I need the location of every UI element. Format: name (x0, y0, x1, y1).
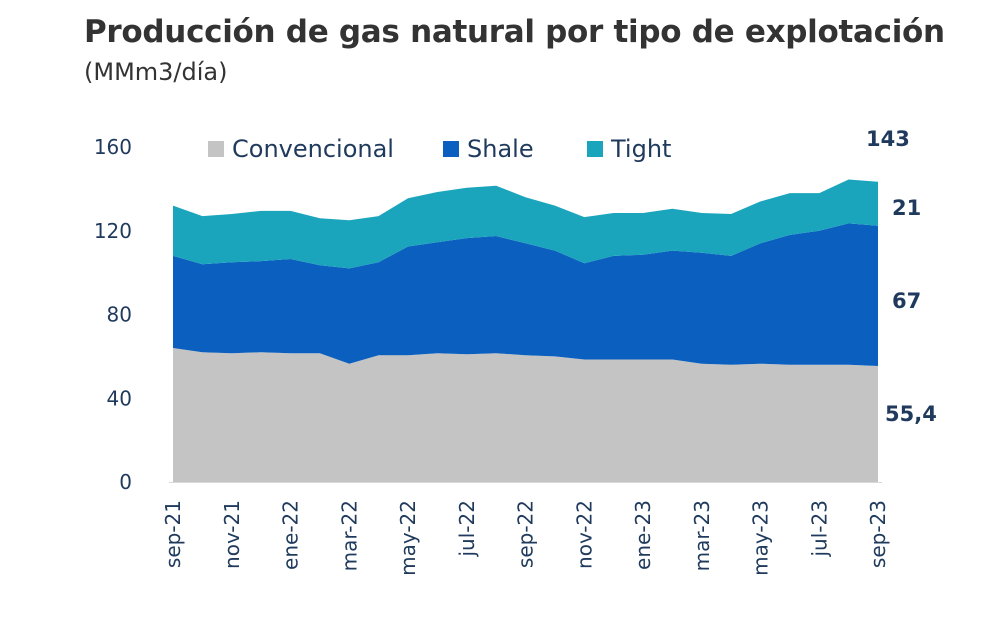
x-tick-label: may-23 (749, 500, 773, 576)
area-shale (173, 223, 878, 366)
legend-swatch-shale (443, 141, 459, 157)
y-tick-label: 160 (94, 135, 132, 159)
x-tick-label: mar-23 (690, 500, 714, 571)
x-tick-label: jul-23 (807, 500, 831, 557)
end-label-shale: 67 (892, 289, 921, 313)
x-tick-label: mar-22 (337, 500, 361, 571)
y-tick-label: 80 (107, 303, 132, 327)
x-tick-label: nov-22 (572, 500, 596, 569)
chart-title: Producción de gas natural por tipo de ex… (84, 14, 945, 50)
end-label-convencional: 55,4 (885, 402, 937, 426)
x-tick-label: sep-23 (866, 500, 890, 568)
legend-label-convencional: Convencional (232, 135, 394, 163)
x-tick-label: sep-22 (514, 500, 538, 568)
x-tick-label: sep-21 (161, 500, 185, 568)
x-tick-label: ene-22 (279, 500, 303, 570)
chart-subtitle: (MMm3/día) (84, 58, 228, 86)
x-tick-label: jul-22 (455, 500, 479, 557)
area-convencional (173, 348, 878, 482)
area-layer (173, 179, 878, 482)
end-label-tight: 21 (892, 196, 921, 220)
legend-swatch-convencional (208, 141, 224, 157)
y-tick-label: 120 (94, 219, 132, 243)
end-labels: 143 21 67 55,4 (866, 127, 937, 426)
x-tick-label: ene-23 (631, 500, 655, 570)
x-axis: sep-21 nov-21 ene-22 mar-22 may-22 jul-22 sep-… (161, 482, 890, 576)
end-label-total: 143 (866, 127, 910, 151)
x-tick-label: may-22 (396, 500, 420, 576)
area-tight (173, 179, 878, 269)
y-tick-label: 0 (119, 470, 132, 494)
legend-swatch-tight (587, 141, 603, 157)
legend-label-shale: Shale (467, 135, 534, 163)
legend: Convencional Shale Tight (208, 135, 671, 163)
y-tick-label: 40 (107, 386, 132, 410)
y-axis: 0 40 80 120 160 (94, 135, 132, 494)
legend-label-tight: Tight (610, 135, 671, 163)
x-tick-label: nov-21 (220, 500, 244, 569)
